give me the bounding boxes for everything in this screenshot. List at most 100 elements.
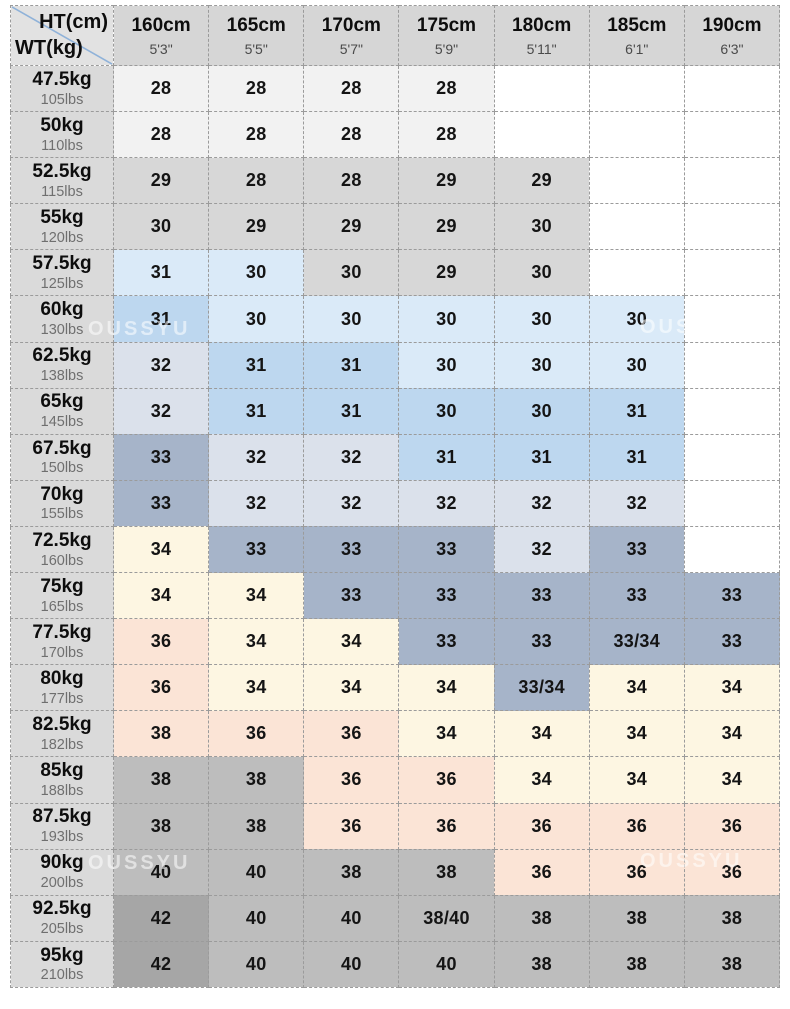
size-value-cell: 38 (112, 802, 210, 850)
size-value-cell: 34 (303, 618, 400, 666)
size-value-cell: 38 (112, 756, 210, 804)
size-value-cell (683, 249, 781, 297)
weight-label-cell: 82.5kg 182lbs (10, 710, 114, 758)
size-value-cell: 28 (303, 111, 400, 159)
size-value-cell: 31 (208, 341, 305, 389)
weight-label-cell: 55kg 120lbs (10, 203, 114, 251)
size-value-cell (588, 203, 685, 251)
size-value-cell (493, 64, 590, 113)
size-value-cell: 36 (493, 848, 590, 896)
weight-row: 72.5kg 160lbs 34 33 33 33 32 33 (10, 525, 781, 574)
weight-lbs-label: 120lbs (40, 229, 84, 246)
weight-lbs-label: 182lbs (40, 736, 84, 753)
size-value-cell: 32 (588, 479, 685, 527)
weight-kg-label: 75kg (40, 575, 84, 597)
size-value-cell: 31 (493, 433, 590, 481)
size-value-cell: 32 (493, 525, 590, 574)
size-chart-table: HT(cm) WT(kg) 160cm 5'3" 165cm 5'5" 170cm 5'7… (10, 5, 781, 988)
weight-lbs-label: 200lbs (40, 875, 84, 892)
weight-kg-label: 55kg (40, 207, 84, 229)
size-value-cell (588, 157, 685, 205)
size-value-cell: 31 (303, 341, 400, 389)
size-value-cell: 29 (398, 157, 495, 205)
size-value-cell: 28 (303, 64, 400, 113)
size-value-cell: 29 (398, 249, 495, 297)
corner-header-cell: HT(cm) WT(kg) (10, 5, 114, 66)
weight-lbs-label: 170lbs (40, 644, 84, 661)
size-value-cell: 28 (208, 64, 305, 113)
size-value-cell: 31 (112, 249, 210, 297)
weight-label-cell: 80kg 177lbs (10, 664, 114, 712)
size-value-cell: 28 (398, 111, 495, 159)
size-value-cell: 42 (112, 894, 210, 942)
size-value-cell: 30 (493, 249, 590, 297)
weight-kg-label: 67.5kg (32, 437, 92, 459)
weight-label-cell: 62.5kg 138lbs (10, 341, 114, 389)
size-value-cell: 33 (112, 433, 210, 481)
weight-lbs-label: 193lbs (40, 829, 84, 846)
header-height-col: 190cm 6'3" (683, 5, 781, 66)
size-value-cell: 30 (398, 295, 495, 343)
weight-row: 55kg 120lbs 30 29 29 29 30 (10, 203, 781, 251)
size-value-cell: 28 (398, 64, 495, 113)
size-value-cell: 33 (398, 618, 495, 666)
size-value-cell: 36 (683, 848, 781, 896)
weight-row: 90kg 200lbs 40 40 38 38 36 36 36 (10, 848, 781, 896)
weight-kg-label: 77.5kg (32, 621, 92, 643)
size-value-cell: 40 (398, 940, 495, 988)
height-ft-label: 6'1" (625, 40, 649, 57)
size-value-cell (683, 341, 781, 389)
size-value-cell: 34 (588, 756, 685, 804)
weight-row: 75kg 165lbs 34 34 33 33 33 33 33 (10, 572, 781, 620)
size-value-cell: 29 (398, 203, 495, 251)
size-value-cell: 40 (208, 894, 305, 942)
weight-kg-label: 65kg (40, 391, 84, 413)
weight-kg-label: 60kg (40, 299, 84, 321)
weight-kg-label: 80kg (40, 668, 84, 689)
size-value-cell: 30 (208, 249, 305, 297)
weight-label-cell: 87.5kg 193lbs (10, 802, 114, 850)
height-cm-label: 165cm (226, 15, 286, 36)
size-value-cell (683, 64, 781, 113)
height-ft-label: 6'3" (720, 40, 744, 57)
weight-lbs-label: 145lbs (40, 414, 84, 431)
size-value-cell: 32 (303, 433, 400, 481)
header-height-col: 165cm 5'5" (208, 5, 305, 66)
size-value-cell: 32 (303, 479, 400, 527)
weight-lbs-label: 115lbs (41, 183, 83, 200)
weight-lbs-label: 125lbs (40, 276, 84, 292)
size-value-cell: 33 (588, 572, 685, 620)
weight-kg-label: 52.5kg (32, 160, 92, 182)
weight-label-cell: 85kg 188lbs (10, 756, 114, 804)
size-value-cell: 34 (208, 572, 305, 620)
header-height-col: 180cm 5'11" (493, 5, 590, 66)
size-value-cell: 30 (112, 203, 210, 251)
size-value-cell: 38 (112, 710, 210, 758)
size-chart-body: 47.5kg 105lbs 28 28 28 28 50kg 110lbs 28 28 28 28 52… (10, 64, 781, 988)
weight-lbs-label: 155lbs (40, 506, 84, 523)
weight-label-cell: 67.5kg 150lbs (10, 433, 114, 481)
height-ft-label: 5'11" (526, 40, 557, 57)
size-value-cell (683, 479, 781, 527)
size-value-cell (588, 64, 685, 113)
size-value-cell: 29 (208, 203, 305, 251)
size-value-cell: 38 (493, 940, 590, 988)
weight-lbs-label: 210lbs (40, 967, 84, 984)
size-value-cell: 40 (112, 848, 210, 896)
size-value-cell: 40 (208, 940, 305, 988)
weight-kg-label: 62.5kg (32, 345, 92, 367)
size-value-cell: 38 (303, 848, 400, 896)
size-value-cell: 36 (303, 710, 400, 758)
weight-lbs-label: 110lbs (41, 137, 83, 154)
size-value-cell (588, 111, 685, 159)
size-value-cell: 38 (493, 894, 590, 942)
height-cm-label: 185cm (607, 15, 667, 36)
height-cm-label: 175cm (416, 15, 477, 36)
height-ft-label: 5'5" (244, 40, 268, 57)
size-value-cell: 34 (303, 664, 400, 712)
weight-lbs-label: 105lbs (40, 91, 84, 108)
size-value-cell: 28 (303, 157, 400, 205)
size-value-cell: 36 (303, 756, 400, 804)
size-value-cell: 30 (588, 341, 685, 389)
weight-lbs-label: 130lbs (40, 322, 84, 339)
